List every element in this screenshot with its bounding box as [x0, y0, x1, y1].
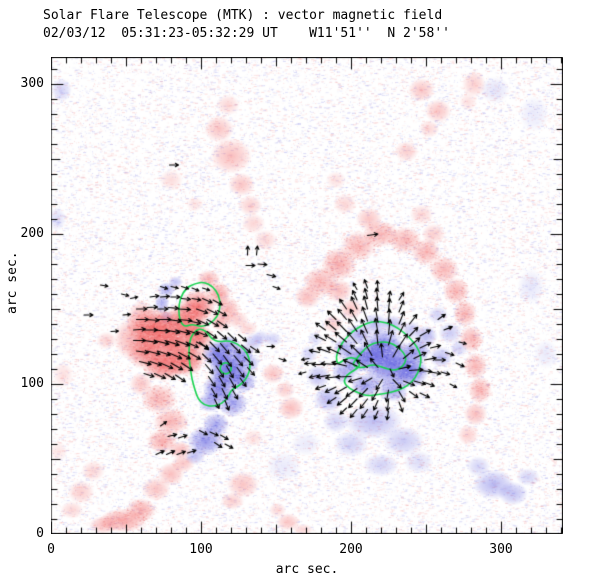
y-tick-label: 100: [20, 376, 44, 391]
x-tick-label: 100: [189, 542, 213, 557]
plot-area: [51, 57, 563, 534]
x-tick-label: 200: [339, 542, 363, 557]
y-tick-label: 300: [20, 76, 44, 91]
x-axis-label: arc sec.: [275, 562, 339, 577]
plot-title: Solar Flare Telescope (MTK) : vector mag…: [43, 8, 443, 23]
plot-subtitle: 02/03/12 05:31:23-05:32:29 UT W11'51'' N…: [43, 26, 450, 41]
y-axis-label: arc sec.: [5, 251, 20, 314]
y-tick-label: 200: [20, 226, 44, 241]
magnetogram-canvas: [51, 57, 563, 534]
y-tick-label: 0: [36, 526, 44, 541]
x-tick-label: 300: [489, 542, 513, 557]
x-tick-label: 0: [47, 542, 55, 557]
